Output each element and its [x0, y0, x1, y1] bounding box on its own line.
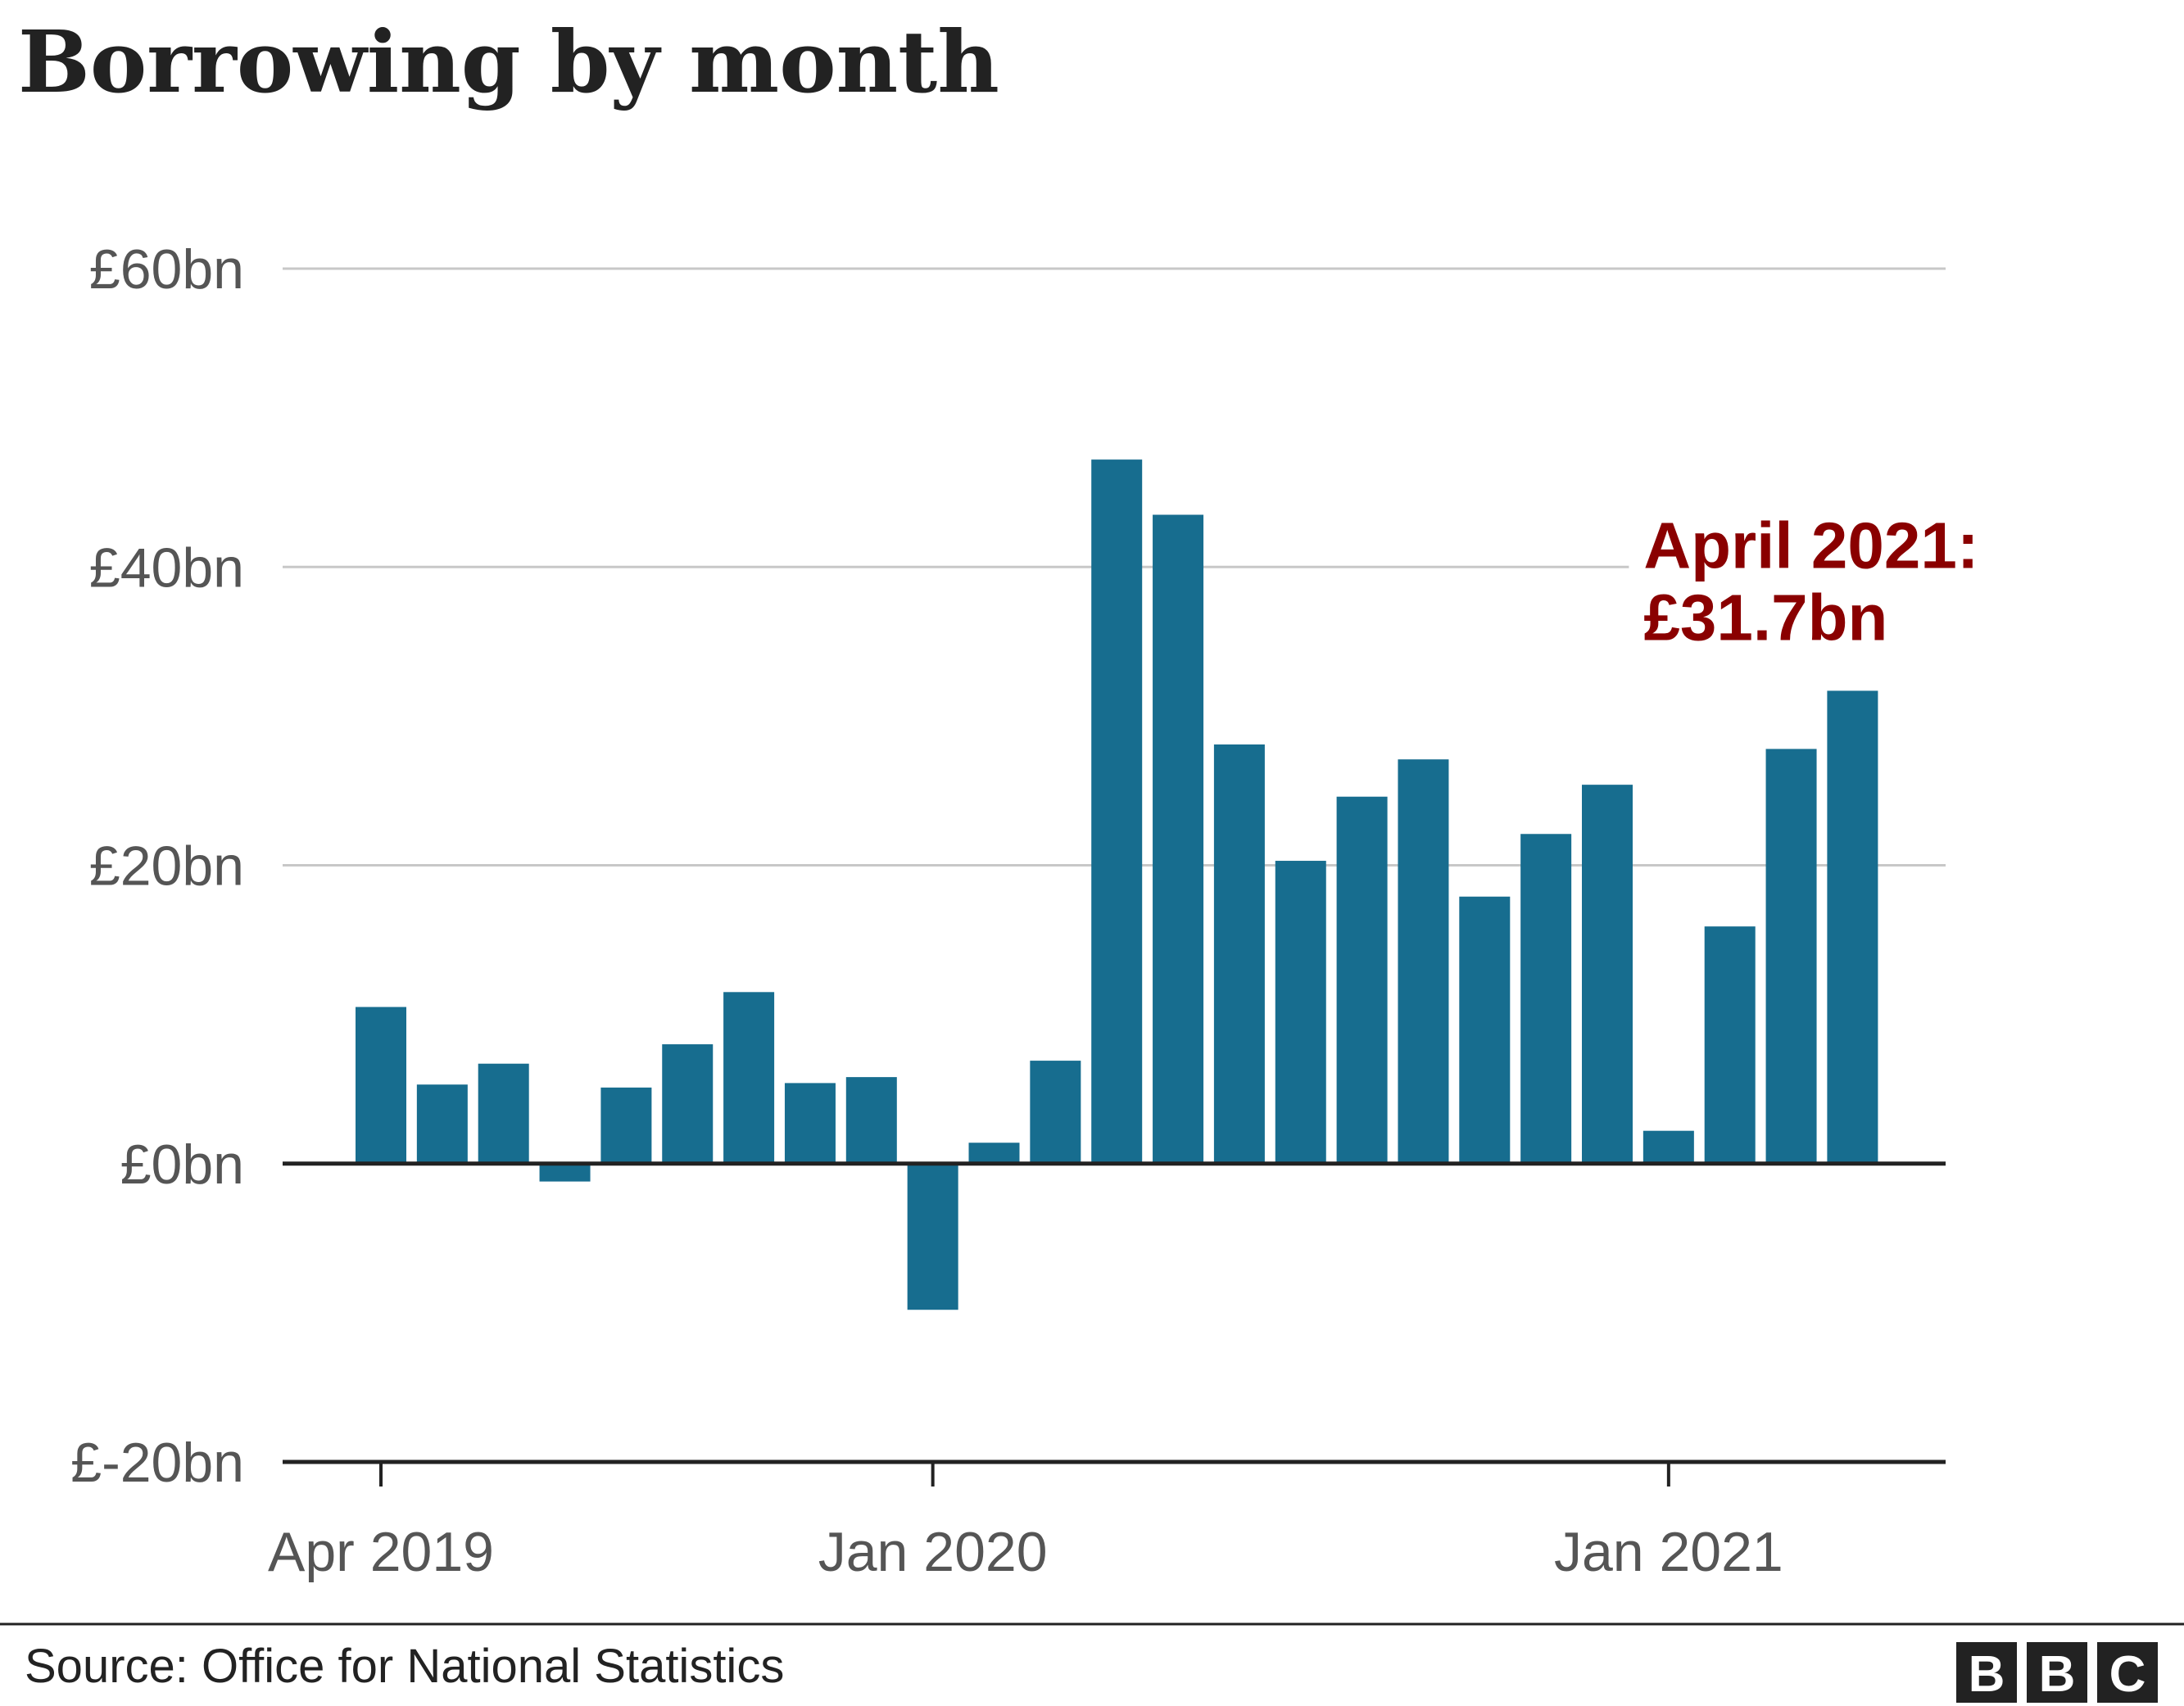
x-tick-label: Apr 2019	[268, 1521, 494, 1583]
logo-block	[1956, 1642, 2017, 1703]
bar-jan-2021	[1643, 1130, 1694, 1164]
bar-oct-2020	[1459, 896, 1511, 1164]
chart-title: Borrowing by month	[18, 11, 999, 112]
bars	[356, 459, 1878, 1310]
bar-dec-2019	[845, 1077, 897, 1164]
annotation-backing	[1629, 502, 2088, 658]
bar-feb-2021	[1704, 926, 1756, 1164]
annotation-line: April 2021:	[1643, 509, 1978, 581]
y-tick-label: £40bn	[89, 536, 244, 599]
y-tick-label: £0bn	[120, 1134, 244, 1196]
annotation-line: £31.7bn	[1643, 581, 1887, 654]
bar-nov-2019	[784, 1083, 836, 1164]
logo-letter: B	[2039, 1646, 2076, 1703]
bar-apr-2020	[1091, 459, 1143, 1164]
bar-jul-2020	[1275, 861, 1326, 1164]
y-tick-label: £20bn	[89, 835, 244, 898]
bar-sep-2019	[662, 1044, 714, 1164]
bar-mar-2021	[1765, 749, 1817, 1164]
bar-dec-2020	[1582, 785, 1633, 1164]
bar-jun-2020	[1213, 744, 1265, 1164]
bar-apr-2019	[356, 1007, 406, 1164]
y-tick-label: £-20bn	[70, 1432, 244, 1494]
bar-jan-2020	[907, 1163, 958, 1310]
bar-may-2019	[416, 1084, 468, 1164]
logo-letter: C	[2109, 1646, 2146, 1703]
bar-feb-2020	[968, 1143, 1020, 1164]
logo-block	[2097, 1642, 2158, 1703]
y-tick-label: £60bn	[89, 238, 244, 301]
x-axis-tick-labels: Apr 2019 Jan 2020 Jan 2021	[268, 1521, 1783, 1583]
axes	[283, 1161, 1946, 1487]
x-tick-label: Jan 2020	[818, 1521, 1048, 1583]
bar-jul-2019	[539, 1163, 591, 1182]
bar-aug-2019	[600, 1087, 652, 1164]
logo-block	[2027, 1642, 2087, 1703]
footer: Source: Office for National Statistics B…	[0, 1622, 2184, 1703]
annotation: April 2021:£31.7bn	[1629, 502, 2088, 658]
bar-mar-2020	[1030, 1061, 1081, 1164]
bar-oct-2019	[723, 992, 775, 1164]
bar-apr-2021	[1827, 690, 1878, 1164]
bar-may-2020	[1153, 514, 1204, 1164]
bar-nov-2020	[1520, 834, 1572, 1164]
bar-jun-2019	[478, 1063, 529, 1164]
bar-aug-2020	[1336, 796, 1388, 1164]
y-axis-tick-labels: £60bn £40bn £20bn £0bn £-20bn	[70, 238, 244, 1494]
source-note: Source: Office for National Statistics	[25, 1640, 784, 1693]
bar-sep-2020	[1398, 759, 1449, 1164]
x-tick-label: Jan 2021	[1554, 1521, 1783, 1583]
logo-letter: B	[1969, 1646, 2005, 1703]
